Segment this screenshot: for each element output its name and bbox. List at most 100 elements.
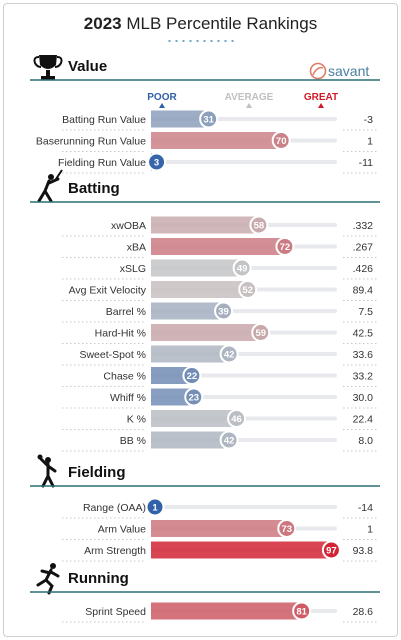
percentile-badge (251, 323, 271, 342)
trophy-handle-right (54, 56, 63, 68)
metric-row-k: K % 46 22.4 (62, 409, 378, 430)
percentile-badge (214, 301, 234, 321)
section-fielding: Fielding Range (OAA) 1 -14 Arm Value 73 1 Arm S… (30, 454, 380, 562)
savant-logo-icon (309, 62, 327, 80)
stat-value: 8.0 (358, 435, 373, 447)
metric-row-xwoba: xwOBA 58 .332 (62, 215, 378, 237)
metric-label: K % (127, 414, 146, 426)
percentile-badge (199, 109, 219, 129)
batter-body (37, 177, 60, 203)
stat-value: .267 (353, 242, 374, 254)
section-title: Value (68, 58, 107, 75)
stat-value: 30.0 (353, 392, 374, 404)
stat-value: 22.4 (353, 414, 374, 426)
fielder-glove (37, 454, 43, 460)
stat-value: -14 (358, 502, 373, 514)
percentile-bar (151, 431, 230, 449)
percentile-bar (151, 345, 230, 363)
percentile-badge (277, 519, 297, 538)
savant-logo-circle (309, 62, 327, 80)
trophy-cup (39, 55, 57, 69)
percentile-badge (184, 387, 204, 407)
percentile-value: 1 (152, 502, 158, 513)
percentile-value: 3 (154, 157, 159, 168)
metric-label: Hard-Hit % (95, 328, 146, 340)
stat-value: 42.5 (353, 328, 374, 340)
percentile-badge (219, 344, 239, 364)
percentile-badge (145, 497, 165, 517)
percentile-value: 23 (188, 392, 199, 403)
metric-label: Chase % (103, 371, 146, 383)
stat-value: -11 (359, 157, 374, 169)
stat-value: -3 (364, 114, 373, 126)
stat-value: 7.5 (358, 306, 373, 318)
stat-value: 1 (367, 136, 373, 148)
stat-value: 89.4 (353, 285, 374, 297)
bar-track (151, 160, 337, 164)
percentile-bar (151, 388, 194, 406)
metric-label: Whiff % (110, 392, 146, 404)
percentile-value: 72 (280, 242, 291, 253)
percentile-bar (151, 367, 192, 384)
percentile-value: 42 (224, 349, 235, 360)
trophy-base (41, 76, 55, 80)
percentile-badge (321, 540, 341, 560)
batter-icon (37, 169, 63, 203)
metric-label: Batting Run Value (62, 114, 146, 126)
batter-head (48, 174, 54, 180)
metric-label: Barrel % (106, 306, 146, 318)
percentile-badge (249, 215, 269, 235)
metric-label: Avg Exit Velocity (69, 285, 147, 297)
percentile-bar (151, 602, 302, 620)
runner-head (50, 563, 56, 569)
percentile-badge (275, 237, 295, 256)
fielder-icon (37, 454, 57, 488)
percentile-bar (151, 281, 248, 298)
metric-row-avg-exit-velocity: Avg Exit Velocity 52 89.4 (62, 280, 378, 301)
metric-label: xSLG (120, 263, 146, 275)
section-title: Fielding (68, 464, 126, 481)
metric-row-arm-value: Arm Value 73 1 (62, 519, 378, 540)
title-text: MLB Percentile Rankings (126, 14, 318, 33)
stat-value: .426 (353, 263, 374, 275)
metric-row-range-oaa: Range (OAA) 1 -14 (62, 497, 378, 519)
metric-row-sprint-speed: Sprint Speed 81 28.6 (62, 601, 378, 623)
percentile-value: 59 (255, 328, 266, 339)
percentile-badge (182, 366, 202, 385)
percentile-bar (151, 110, 209, 128)
scale-great-marker (318, 103, 324, 108)
percentile-bar (151, 132, 282, 149)
stat-value: 28.6 (353, 606, 374, 618)
trophy-icon (33, 55, 63, 80)
stat-value: .332 (353, 220, 374, 232)
metric-label: Arm Value (98, 524, 146, 536)
metric-label: BB % (120, 435, 146, 447)
percentile-bar (151, 520, 287, 537)
percentile-value: 42 (224, 435, 235, 446)
percentile-value: 31 (203, 114, 214, 125)
bar-track (151, 505, 337, 509)
percentile-bar (151, 238, 285, 255)
runner-body (36, 568, 60, 595)
scale-average-label: AVERAGE (225, 92, 274, 103)
metric-label: Arm Strength (84, 545, 146, 557)
metric-row-xslg: xSLG 49 .426 (62, 258, 378, 280)
percentile-badge (232, 258, 252, 278)
percentile-badge (219, 430, 239, 450)
metric-row-chase: Chase % 22 33.2 (62, 366, 378, 387)
percentile-bar (151, 259, 243, 277)
scale-poor-label: POOR (147, 92, 177, 103)
metric-row-baserunning-run-value: Baserunning Run Value 70 1 (36, 131, 378, 152)
percentile-bar (151, 216, 259, 234)
stat-value: 33.2 (353, 371, 374, 383)
trophy-stem (46, 70, 50, 76)
metric-row-whiff: Whiff % 23 30.0 (62, 387, 378, 409)
metric-row-sweet-spot: Sweet-Spot % 42 33.6 (62, 344, 378, 366)
metric-row-arm-strength: Arm Strength 97 93.8 (62, 540, 378, 562)
stat-value: 33.6 (353, 349, 374, 361)
batter-bat (55, 169, 63, 180)
percentile-value: 97 (326, 545, 337, 556)
section-title: Batting (68, 180, 120, 197)
metric-label: Sweet-Spot % (79, 349, 146, 361)
